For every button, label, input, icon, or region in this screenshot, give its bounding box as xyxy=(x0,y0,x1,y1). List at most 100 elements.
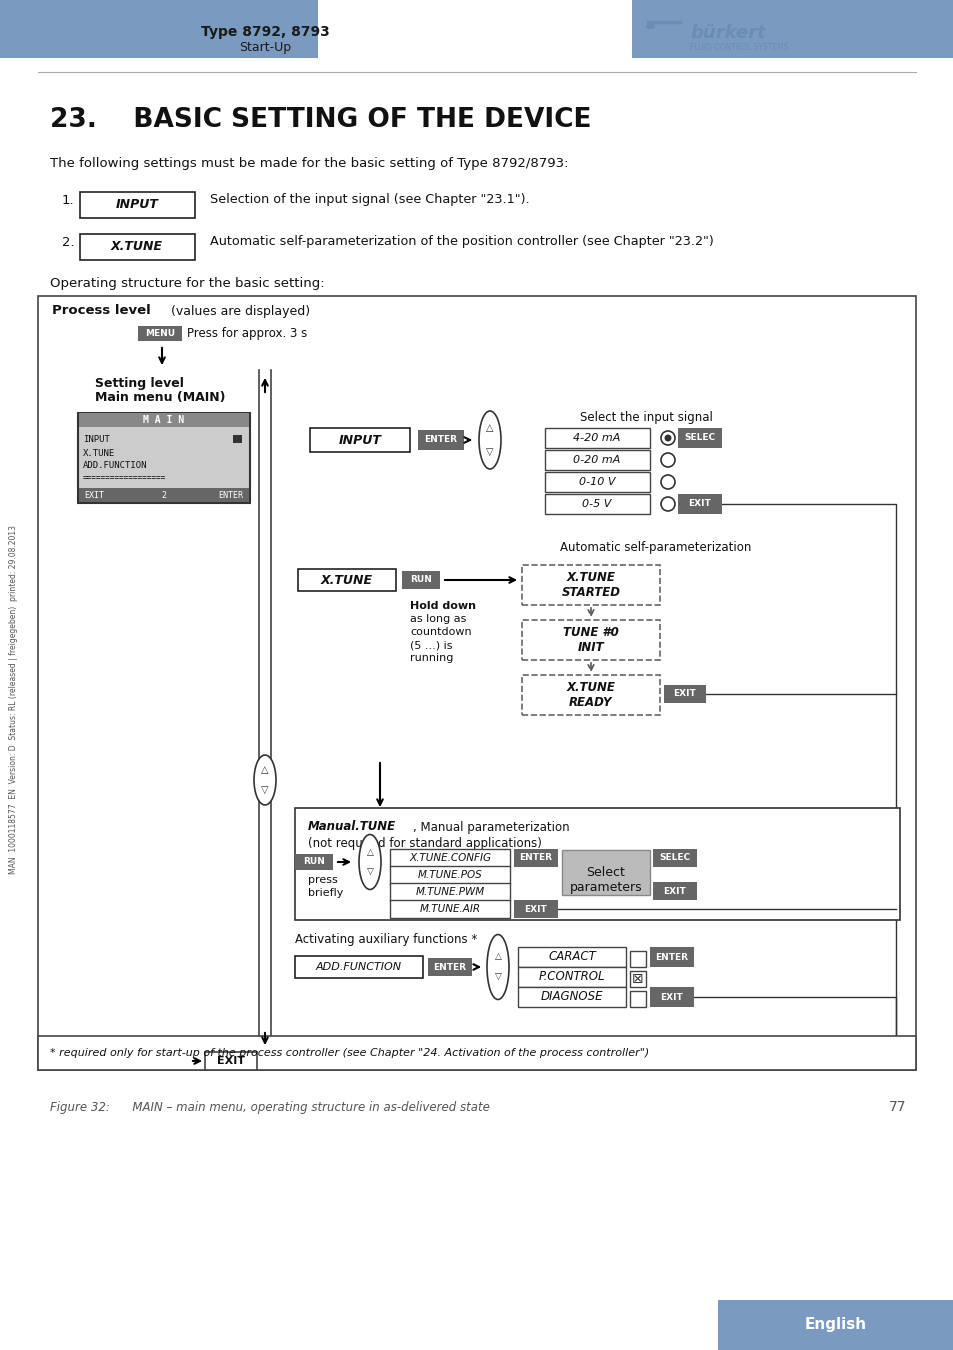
Bar xyxy=(390,883,510,900)
Bar xyxy=(521,675,659,716)
Text: Press for approx. 3 s: Press for approx. 3 s xyxy=(187,327,307,339)
Bar xyxy=(79,413,249,427)
Bar xyxy=(663,684,705,703)
Text: (values are displayed): (values are displayed) xyxy=(167,305,310,317)
Text: as long as: as long as xyxy=(410,614,466,624)
Text: M.TUNE.PWM: M.TUNE.PWM xyxy=(415,887,484,896)
Bar xyxy=(138,325,182,342)
Bar xyxy=(521,620,659,660)
Text: Hold down: Hold down xyxy=(410,601,476,612)
Text: MAN  1000118577  EN  Version: D  Status: RL (released | freigegeben)  printed: 2: MAN 1000118577 EN Version: D Status: RL … xyxy=(10,525,18,875)
Text: SELEC: SELEC xyxy=(683,433,715,443)
Bar xyxy=(417,431,463,450)
Bar xyxy=(718,1300,953,1350)
Text: △: △ xyxy=(494,953,501,961)
Bar xyxy=(233,435,242,443)
Ellipse shape xyxy=(253,755,275,805)
Bar xyxy=(678,494,721,514)
Text: △: △ xyxy=(366,848,373,856)
Text: (5 ...) is: (5 ...) is xyxy=(410,640,452,649)
Text: Select the input signal: Select the input signal xyxy=(579,412,712,424)
Bar xyxy=(652,882,697,900)
Text: ⊠: ⊠ xyxy=(632,972,643,986)
Bar xyxy=(629,971,645,987)
Bar xyxy=(0,0,317,58)
Bar xyxy=(521,566,659,605)
Bar xyxy=(631,0,953,58)
Text: X.TUNE.CONFIG: X.TUNE.CONFIG xyxy=(409,853,491,863)
Text: EXIT: EXIT xyxy=(216,1056,245,1066)
Text: EXIT: EXIT xyxy=(688,500,711,509)
Text: INPUT: INPUT xyxy=(338,433,381,447)
Text: running: running xyxy=(410,653,453,663)
Bar xyxy=(649,946,693,967)
Text: Select: Select xyxy=(586,867,625,879)
Text: △: △ xyxy=(261,765,269,775)
Text: Setting level: Setting level xyxy=(95,377,184,390)
Text: X.TUNE: X.TUNE xyxy=(111,240,163,254)
Bar xyxy=(678,428,721,448)
Circle shape xyxy=(664,435,671,441)
Text: TUNE #0
INIT: TUNE #0 INIT xyxy=(562,626,618,653)
Text: X.TUNE
STARTED: X.TUNE STARTED xyxy=(561,571,619,599)
Text: 0-10 V: 0-10 V xyxy=(578,477,615,487)
Text: Selection of the input signal (see Chapter "23.1").: Selection of the input signal (see Chapt… xyxy=(210,193,529,207)
Text: CARACT: CARACT xyxy=(548,950,596,964)
Text: M.TUNE.AIR: M.TUNE.AIR xyxy=(419,904,480,914)
Bar xyxy=(79,487,249,502)
Text: RUN: RUN xyxy=(303,857,325,867)
Text: EXIT: EXIT xyxy=(524,904,547,914)
Text: INPUT: INPUT xyxy=(115,198,158,212)
Bar xyxy=(629,991,645,1007)
Bar xyxy=(205,1052,256,1071)
Text: X.TUNE: X.TUNE xyxy=(83,448,115,458)
Ellipse shape xyxy=(486,934,509,999)
Text: 0-5 V: 0-5 V xyxy=(581,500,611,509)
Bar xyxy=(38,1035,915,1071)
Text: ENTER: ENTER xyxy=(655,953,688,961)
Text: SELEC: SELEC xyxy=(659,853,690,863)
Text: Automatic self-parameterization: Automatic self-parameterization xyxy=(559,541,751,555)
Ellipse shape xyxy=(478,410,500,468)
Text: ▽: ▽ xyxy=(366,868,373,876)
Text: Type 8792, 8793: Type 8792, 8793 xyxy=(200,26,329,39)
Text: MENU: MENU xyxy=(145,328,175,338)
Text: ADD.FUNCTION: ADD.FUNCTION xyxy=(83,462,148,471)
Text: ENTER: ENTER xyxy=(218,490,243,500)
Bar xyxy=(390,865,510,884)
Text: Main menu (MAIN): Main menu (MAIN) xyxy=(95,390,225,404)
Text: 2: 2 xyxy=(161,490,167,500)
Bar xyxy=(80,234,194,261)
Bar xyxy=(78,413,250,504)
Text: briefly: briefly xyxy=(308,888,343,898)
Text: Manual.TUNE: Manual.TUNE xyxy=(308,821,395,833)
Bar xyxy=(297,568,395,591)
Text: Process level: Process level xyxy=(52,305,151,317)
Text: parameters: parameters xyxy=(569,882,641,895)
Text: RUN: RUN xyxy=(410,575,432,585)
Circle shape xyxy=(660,497,675,512)
Bar xyxy=(38,296,915,1071)
Text: Start-Up: Start-Up xyxy=(238,42,291,54)
Text: ▽: ▽ xyxy=(494,972,501,981)
Text: ADD.FUNCTION: ADD.FUNCTION xyxy=(315,963,401,972)
Bar xyxy=(428,958,472,976)
Text: X.TUNE
READY: X.TUNE READY xyxy=(566,680,615,709)
Bar xyxy=(294,855,333,869)
Text: M.TUNE.POS: M.TUNE.POS xyxy=(417,869,482,880)
Bar xyxy=(561,850,649,895)
Text: Activating auxiliary functions *: Activating auxiliary functions * xyxy=(294,933,476,946)
Bar xyxy=(517,946,625,967)
Bar xyxy=(80,192,194,217)
Text: ENTER: ENTER xyxy=(433,963,466,972)
Bar xyxy=(652,849,697,867)
Text: DIAGNOSE: DIAGNOSE xyxy=(540,991,602,1003)
Text: , Manual parameterization: , Manual parameterization xyxy=(413,821,569,833)
Text: ==================: ================== xyxy=(83,474,166,482)
Bar xyxy=(390,900,510,918)
Ellipse shape xyxy=(358,834,380,890)
Text: 4-20 mA: 4-20 mA xyxy=(573,433,620,443)
Bar xyxy=(514,900,558,918)
Text: ▽: ▽ xyxy=(261,784,269,795)
Text: △: △ xyxy=(486,423,494,433)
